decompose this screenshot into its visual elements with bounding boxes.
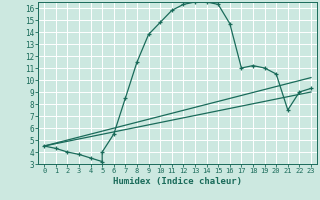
X-axis label: Humidex (Indice chaleur): Humidex (Indice chaleur) [113,177,242,186]
